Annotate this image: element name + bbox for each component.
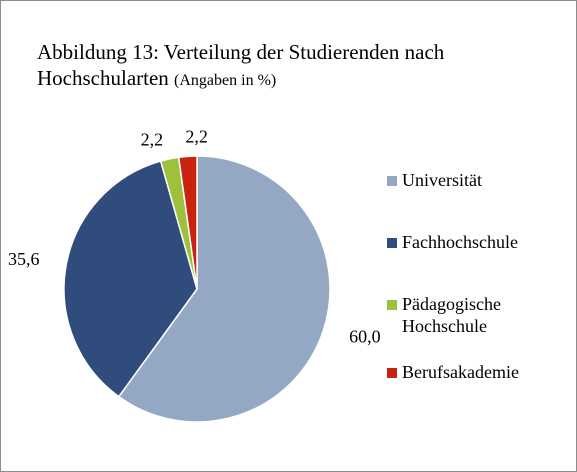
pie-slice [63,160,198,398]
pie-slice [117,155,331,423]
legend-label: Fachhochschule [402,232,518,252]
legend-label: Universität [402,170,482,190]
legend-swatch [387,368,397,378]
chart-title: Abbildung 13: Verteilung der Studierende… [37,40,445,90]
legend-swatch [387,176,397,186]
pie-slice [177,155,198,290]
chart-title-block: Abbildung 13: Verteilung der Studierende… [37,39,507,94]
chart-subtitle: (Angaben in %) [174,72,277,89]
data-label: 2,2 [185,126,208,146]
legend-swatch [387,300,397,310]
data-label: 60,0 [349,327,381,347]
legend-label: Berufsakademie [402,362,519,382]
legend-item: Berufsakademie [387,361,552,383]
legend-label: Pädagogische Hochschule [402,294,501,336]
legend-item: Universität [387,169,552,191]
legend-item: Pädagogische Hochschule [387,293,517,337]
legend-item: Fachhochschule [387,231,552,253]
data-label: 35,6 [8,249,40,269]
data-label: 2,2 [141,129,164,149]
legend-swatch [387,238,397,248]
